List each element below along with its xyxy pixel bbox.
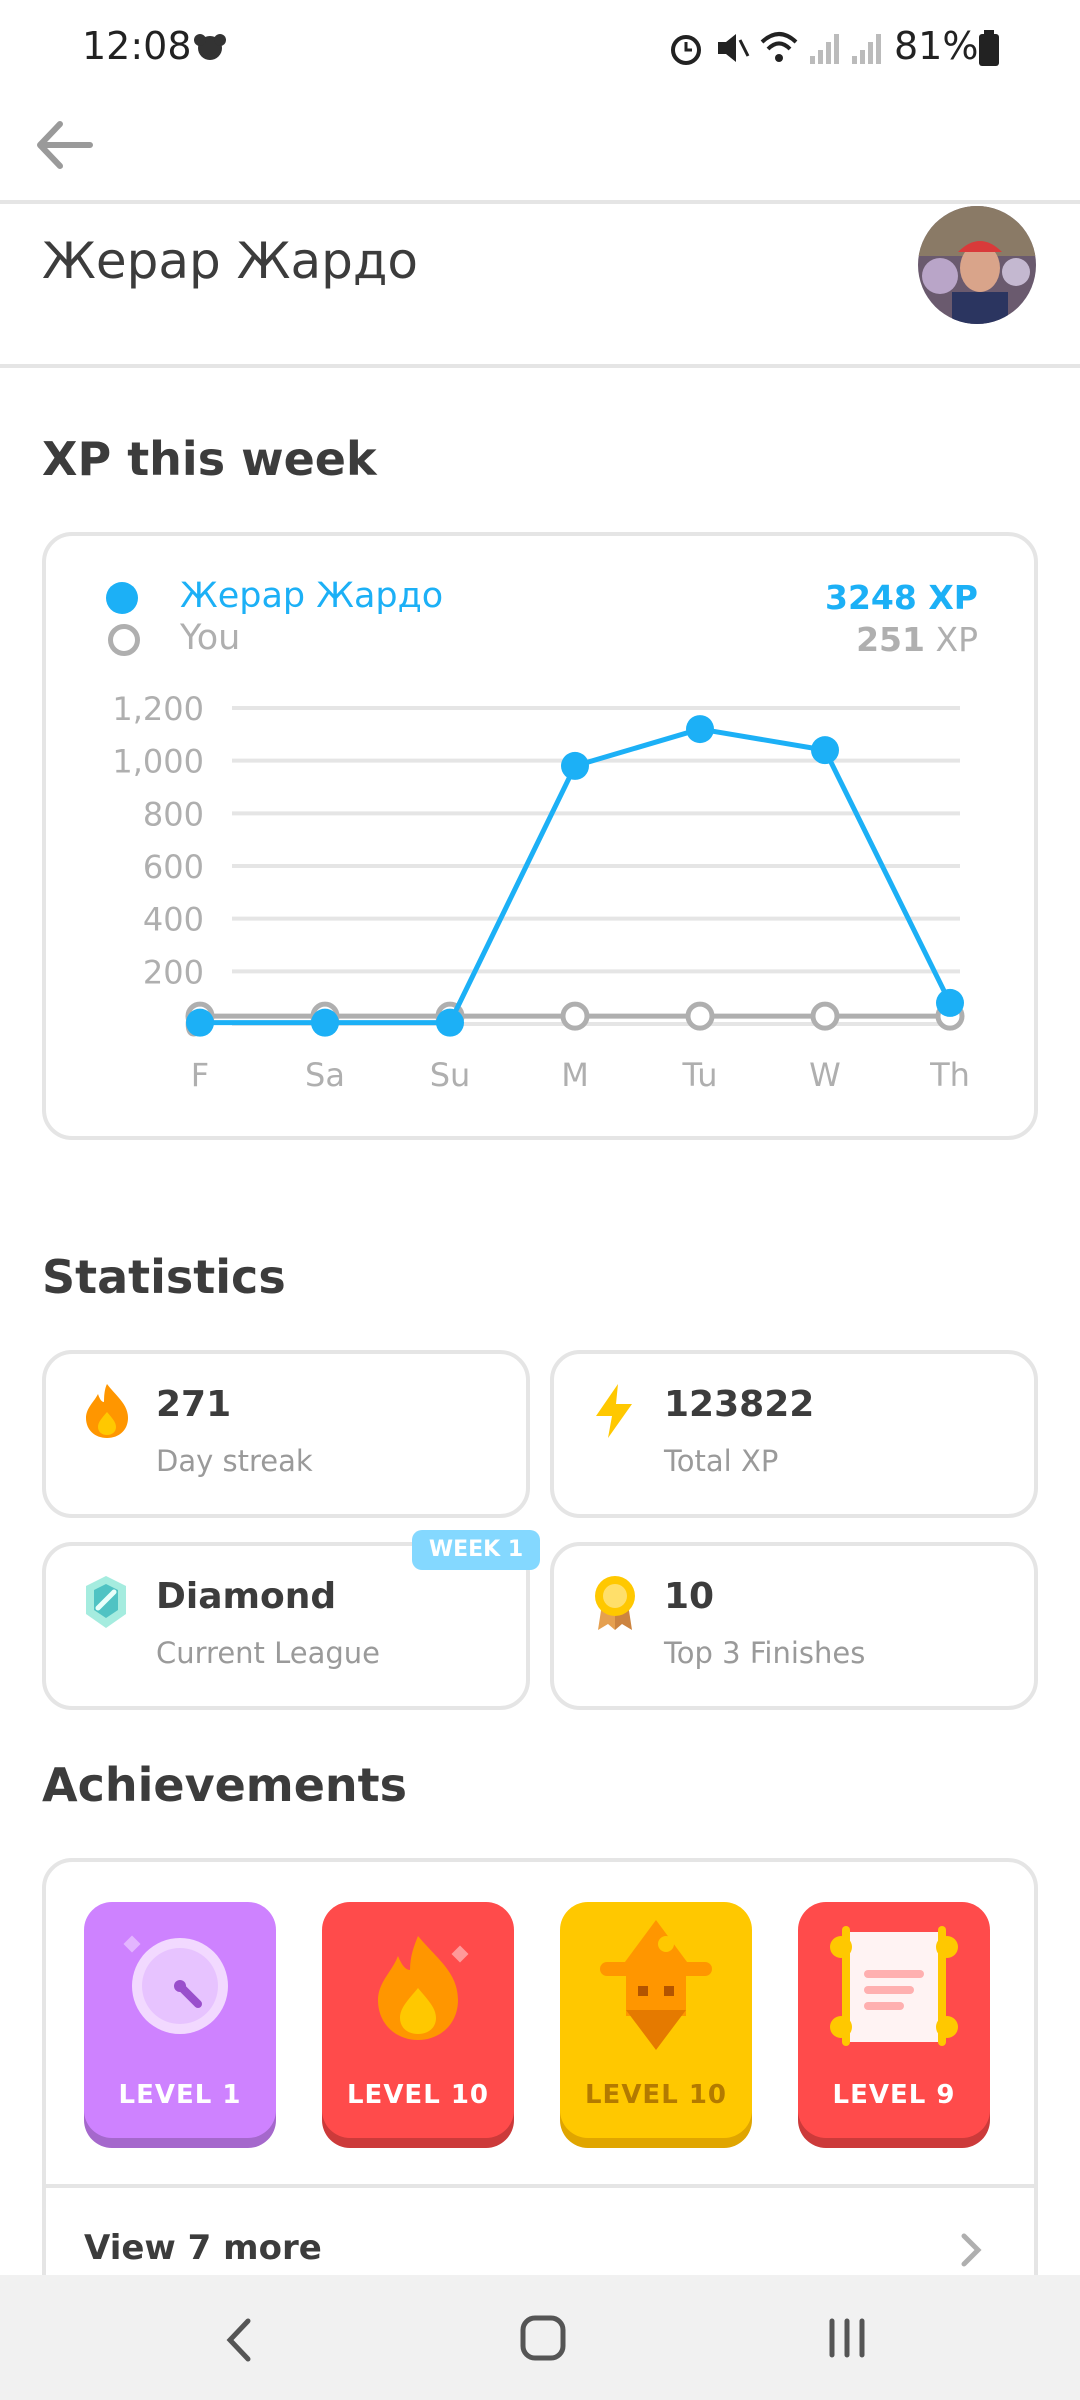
- y-tick-label: 400: [143, 901, 204, 939]
- league-label: Current League: [156, 1636, 381, 1670]
- friend-legend-dot: [106, 582, 138, 614]
- you-xp-value: 251: [856, 620, 925, 659]
- friend-xp-unit: XP: [928, 578, 978, 617]
- achievement-label-2: LEVEL 10: [346, 2080, 489, 2110]
- x-tick-label: Th: [929, 1056, 970, 1094]
- header-divider: [0, 200, 1080, 204]
- league-value: Diamond: [156, 1576, 337, 1617]
- wifi-icon: [760, 32, 798, 62]
- lightning-icon: [596, 1384, 632, 1438]
- medal-icon: [595, 1576, 635, 1630]
- statistics-title: Statistics: [42, 1250, 286, 1304]
- x-tick-label: F: [191, 1056, 209, 1094]
- you-data-point: [810, 1001, 840, 1031]
- nav-back-icon[interactable]: [222, 2315, 258, 2365]
- total-xp-value: 123822: [664, 1384, 815, 1425]
- avatar[interactable]: [918, 206, 1036, 324]
- flame-badge-icon: [378, 1936, 469, 2040]
- streak-label: Day streak: [156, 1444, 313, 1478]
- achievement-label-3: LEVEL 10: [584, 2080, 727, 2110]
- nav-home-icon[interactable]: [518, 2313, 568, 2363]
- y-tick-label: 1,000: [112, 743, 204, 781]
- x-tick-label: Tu: [682, 1056, 718, 1094]
- x-tick-label: M: [561, 1056, 589, 1094]
- friend-data-point: [311, 1008, 339, 1037]
- achievement-label-4: LEVEL 9: [832, 2080, 956, 2110]
- achievements-title: Achievements: [42, 1758, 408, 1812]
- you-legend-name: You: [180, 618, 241, 658]
- friend-data-point: [811, 736, 839, 765]
- you-xp: 251 XP: [856, 620, 978, 659]
- week-badge: WEEK 1: [412, 1530, 540, 1570]
- xp-week-title: XP this week: [42, 432, 377, 486]
- signal-icon: [810, 34, 839, 64]
- streak-card: 271 Day streak: [42, 1350, 530, 1518]
- xp-chart-card: Жерар Жардо 3248 XP You 251 XP 1,200 1,00…: [42, 532, 1038, 1140]
- friend-data-point: [561, 751, 589, 780]
- streak-value: 271: [156, 1384, 232, 1425]
- status-time: 12:08: [82, 24, 192, 68]
- signal-icon-2: [852, 34, 881, 64]
- back-arrow-icon[interactable]: [30, 110, 100, 180]
- achievement-badge-3[interactable]: LEVEL 10: [560, 1902, 752, 2138]
- achievements-card: LEVEL 1 LEVEL 10 LEVEL 10: [42, 1858, 1038, 2318]
- mute-icon: [718, 34, 750, 62]
- you-xp-unit: XP: [935, 620, 978, 659]
- x-tick-label: W: [809, 1056, 841, 1094]
- top3-card: 10 Top 3 Finishes: [550, 1542, 1038, 1710]
- achievement-badge-2[interactable]: LEVEL 10: [322, 1902, 514, 2138]
- friend-legend-name: Жерар Жардо: [180, 576, 444, 616]
- profile-divider: [0, 364, 1080, 368]
- y-tick-label: 200: [143, 953, 204, 991]
- view-more-label: View 7 more: [84, 2228, 322, 2268]
- y-tick-label: 600: [143, 848, 204, 886]
- weather-icon: [194, 34, 226, 60]
- battery-icon: [979, 30, 999, 66]
- you-data-point: [560, 1001, 590, 1031]
- achievement-badge-1[interactable]: LEVEL 1: [84, 1902, 276, 2138]
- top3-label: Top 3 Finishes: [664, 1636, 866, 1670]
- friend-xp: 3248 XP: [825, 578, 978, 617]
- total-xp-card: 123822 Total XP: [550, 1350, 1038, 1518]
- league-card: Diamond Current League: [42, 1542, 530, 1710]
- clock-badge-icon: [123, 1935, 228, 2034]
- chevron-right-icon: [961, 2233, 982, 2267]
- y-tick-label: 800: [143, 795, 204, 833]
- system-nav-bar: [0, 2275, 1080, 2400]
- achievement-badge-4[interactable]: LEVEL 9: [798, 1902, 990, 2138]
- you-data-point: [685, 1001, 715, 1031]
- top3-value: 10: [664, 1576, 715, 1617]
- total-xp-label: Total XP: [664, 1444, 779, 1478]
- view-more-row[interactable]: View 7 more: [46, 2188, 1034, 2308]
- wizard-badge-icon: [600, 1920, 712, 2050]
- x-tick-label: Su: [430, 1056, 471, 1094]
- profile-name: Жерар Жардо: [42, 232, 419, 290]
- achievement-label-1: LEVEL 1: [118, 2080, 242, 2110]
- friend-xp-value: 3248: [825, 578, 917, 617]
- nav-recents-icon[interactable]: [824, 2315, 870, 2361]
- battery-percent: 81%: [894, 24, 979, 68]
- scroll-badge-icon: [830, 1926, 958, 2046]
- achievements-divider: [46, 2184, 1034, 2188]
- you-legend-dot: [108, 624, 140, 656]
- friend-data-point: [936, 988, 964, 1017]
- status-bar: 12:08 81%: [0, 0, 1080, 100]
- friend-data-point: [686, 715, 714, 744]
- alarm-icon: [671, 35, 701, 65]
- friend-data-point: [186, 1008, 214, 1037]
- friend-data-point: [436, 1008, 464, 1037]
- diamond-league-icon: [86, 1576, 126, 1628]
- y-tick-label: 1,200: [112, 690, 204, 728]
- x-tick-label: Sa: [305, 1056, 345, 1094]
- flame-icon: [86, 1384, 128, 1438]
